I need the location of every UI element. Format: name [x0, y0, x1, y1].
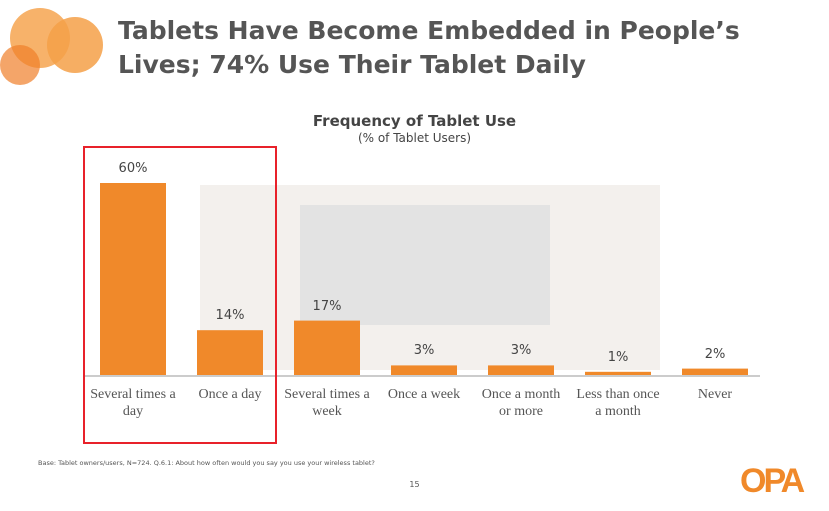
- header-decoration: [47, 17, 103, 73]
- bar: [585, 371, 651, 375]
- bar: [391, 365, 457, 375]
- x-tick-label: Once a month or more: [481, 387, 561, 419]
- bar: [197, 330, 263, 375]
- chart-subtitle: (% of Tablet Users): [357, 131, 472, 145]
- bar: [100, 183, 166, 375]
- value-label: 60%: [118, 161, 148, 176]
- value-label: 17%: [312, 298, 342, 314]
- slide-title: Tablets Have Become Embedded in People’s…: [118, 16, 740, 79]
- bar: [488, 365, 554, 375]
- logo: OPA: [740, 462, 805, 500]
- value-label: 1%: [607, 349, 629, 365]
- x-tick-label: Several times a week: [284, 387, 370, 419]
- highlight-box: [83, 146, 277, 444]
- x-tick-label: Once a day: [198, 387, 262, 402]
- chart-title: Frequency of Tablet Use: [312, 112, 517, 130]
- x-tick-label: Never: [697, 387, 733, 402]
- bar: [294, 320, 360, 375]
- value-label: 3%: [413, 343, 435, 359]
- x-tick-label: Several times a day: [90, 387, 176, 419]
- page-number: 15: [409, 480, 420, 489]
- value-label: 14%: [215, 308, 245, 324]
- value-label: 2%: [704, 346, 726, 362]
- header-decoration: [0, 45, 40, 85]
- x-tick-label: Once a week: [387, 387, 461, 402]
- value-label: 3%: [510, 343, 532, 359]
- bar: [682, 368, 748, 375]
- x-tick-label: Less than once a month: [576, 387, 660, 419]
- background-photo: [300, 205, 550, 325]
- footnote: Base: Tablet owners/users, N=724. Q.6.1:…: [38, 459, 375, 467]
